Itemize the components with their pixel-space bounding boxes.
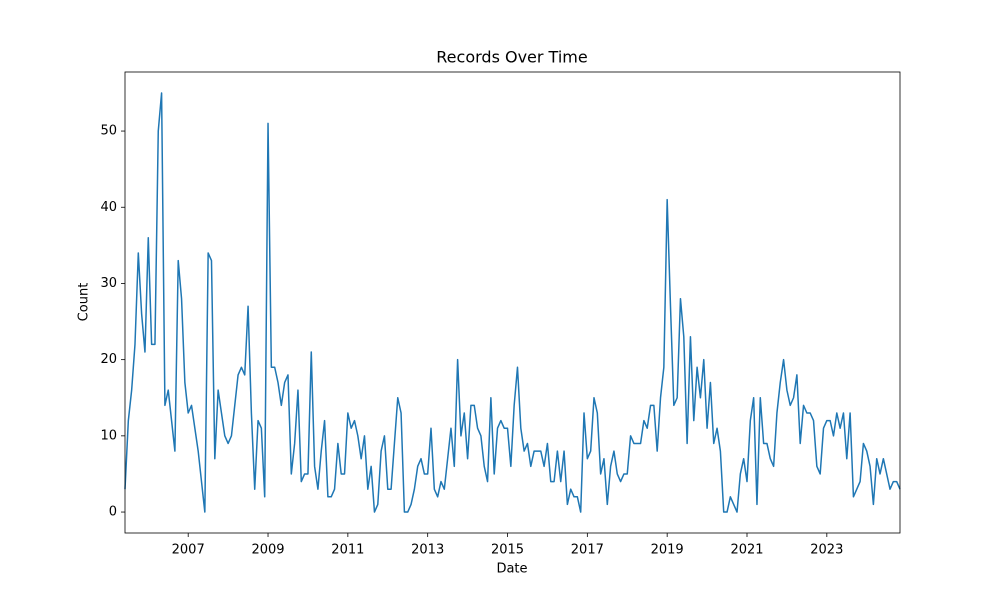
- x-axis-label: Date: [496, 562, 527, 577]
- x-tick-label: 2021: [730, 543, 763, 558]
- x-tick-label: 2009: [251, 543, 284, 558]
- x-tick-label: 2023: [810, 543, 843, 558]
- y-axis-label: Count: [77, 283, 92, 322]
- chart-title: Records Over Time: [436, 48, 587, 67]
- y-tick-label: 30: [100, 276, 117, 291]
- y-tick-label: 10: [100, 428, 117, 443]
- y-tick-label: 0: [109, 505, 117, 520]
- x-tick-label: 2013: [411, 543, 444, 558]
- x-tick-label: 2011: [331, 543, 364, 558]
- y-tick-label: 50: [100, 124, 117, 139]
- x-tick-label: 2017: [571, 543, 604, 558]
- plot-frame: [124, 71, 901, 534]
- x-tick-label: 2019: [651, 543, 684, 558]
- data-line: [124, 92, 901, 513]
- y-tick-label: 40: [100, 200, 117, 215]
- y-tick-label: 20: [100, 352, 117, 367]
- x-tick-label: 2007: [172, 543, 205, 558]
- x-tick-label: 2015: [491, 543, 524, 558]
